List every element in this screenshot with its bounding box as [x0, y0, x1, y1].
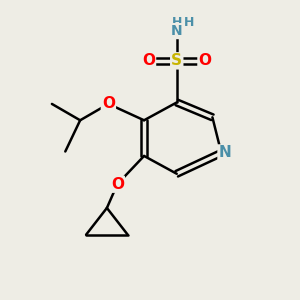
Text: H: H: [184, 16, 194, 29]
Text: O: O: [199, 53, 212, 68]
Text: N: N: [171, 24, 183, 38]
Text: S: S: [171, 53, 182, 68]
Text: N: N: [218, 146, 231, 160]
Text: O: O: [102, 96, 115, 111]
Text: O: O: [142, 53, 155, 68]
Text: O: O: [111, 177, 124, 192]
Text: H: H: [172, 16, 182, 29]
